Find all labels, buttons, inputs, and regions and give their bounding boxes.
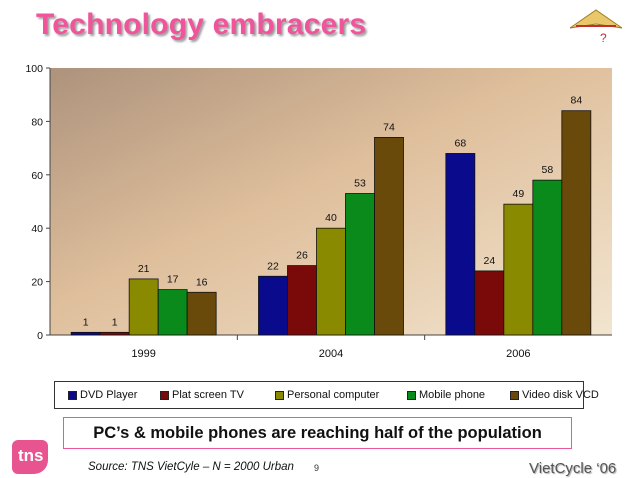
data-label: 21 (138, 263, 150, 275)
chart-legend: DVD Player Plat screen TV Personal compute… (54, 381, 599, 409)
brand-footer: VietCycle ‘06 (529, 460, 617, 477)
data-label: 84 (570, 95, 582, 107)
data-label: 68 (454, 137, 466, 149)
data-label: 17 (167, 274, 179, 286)
y-tick-label: 40 (31, 223, 43, 235)
legend-label: Personal computer (287, 389, 380, 401)
bar (474, 270, 505, 336)
y-tick-label: 80 (31, 116, 43, 128)
vietcycle-hat-logo-icon: ? (569, 9, 623, 45)
bar (561, 110, 592, 336)
svg-text:?: ? (600, 31, 607, 45)
legend-item: DVD Player (68, 388, 137, 402)
bar (287, 265, 317, 336)
y-tick-label: 100 (25, 63, 43, 75)
data-label: 16 (196, 276, 208, 288)
data-label: 53 (354, 177, 366, 189)
data-label: 24 (483, 255, 495, 267)
legend-item: Plat screen TV (160, 388, 244, 402)
legend-label: Plat screen TV (172, 389, 244, 401)
legend-swatch (68, 390, 77, 400)
bar (128, 278, 159, 336)
data-label: 40 (325, 212, 337, 224)
data-label: 58 (541, 164, 553, 176)
bar (532, 179, 563, 336)
bar (70, 331, 101, 336)
y-tick-label: 60 (31, 170, 43, 182)
bar (503, 203, 534, 336)
legend-swatch (275, 390, 284, 400)
data-label: 26 (296, 250, 308, 262)
x-tick-label: 2006 (506, 348, 530, 360)
legend-label: Video disk VCD (522, 389, 599, 401)
legend-item: Mobile phone (407, 388, 485, 402)
x-tick-label: 1999 (131, 348, 155, 360)
bar (186, 291, 217, 336)
bar (374, 137, 404, 336)
slide-title: Technology embracers (36, 8, 367, 41)
data-label: 1 (112, 316, 118, 328)
bar (345, 193, 375, 336)
data-label: 49 (512, 188, 524, 200)
data-label: 1 (83, 316, 89, 328)
page-number: 9 (314, 463, 320, 473)
legend-swatch (160, 390, 169, 400)
y-tick-label: 20 (31, 277, 43, 289)
legend-label: Mobile phone (419, 389, 486, 401)
bar-chart: 0 20 40 60 80 100 1999 1 1 21 17 16 2004 22 26 40 53 74 20… (25, 63, 612, 360)
legend-label: DVD Player (80, 389, 138, 401)
data-label: 74 (383, 121, 395, 133)
tns-logo-text: tns (18, 446, 44, 465)
legend-item: Personal computer (275, 388, 379, 402)
data-label: 22 (267, 260, 279, 272)
source-note: Source: TNS VietCyle – N = 2000 Urban (88, 461, 294, 473)
caption-text: PC’s & mobile phones are reaching half o… (93, 424, 542, 442)
legend-swatch (510, 390, 519, 400)
bar (258, 275, 288, 336)
bar (316, 227, 346, 336)
bar (157, 289, 188, 336)
bar (99, 331, 130, 336)
y-tick-label: 0 (37, 330, 43, 342)
tns-logo (12, 440, 48, 474)
legend-item: Video disk VCD (510, 388, 599, 402)
caption-box: PC’s & mobile phones are reaching half o… (63, 417, 572, 449)
legend-swatch (407, 390, 416, 400)
x-tick-label: 2004 (319, 348, 343, 360)
bar (445, 153, 476, 336)
